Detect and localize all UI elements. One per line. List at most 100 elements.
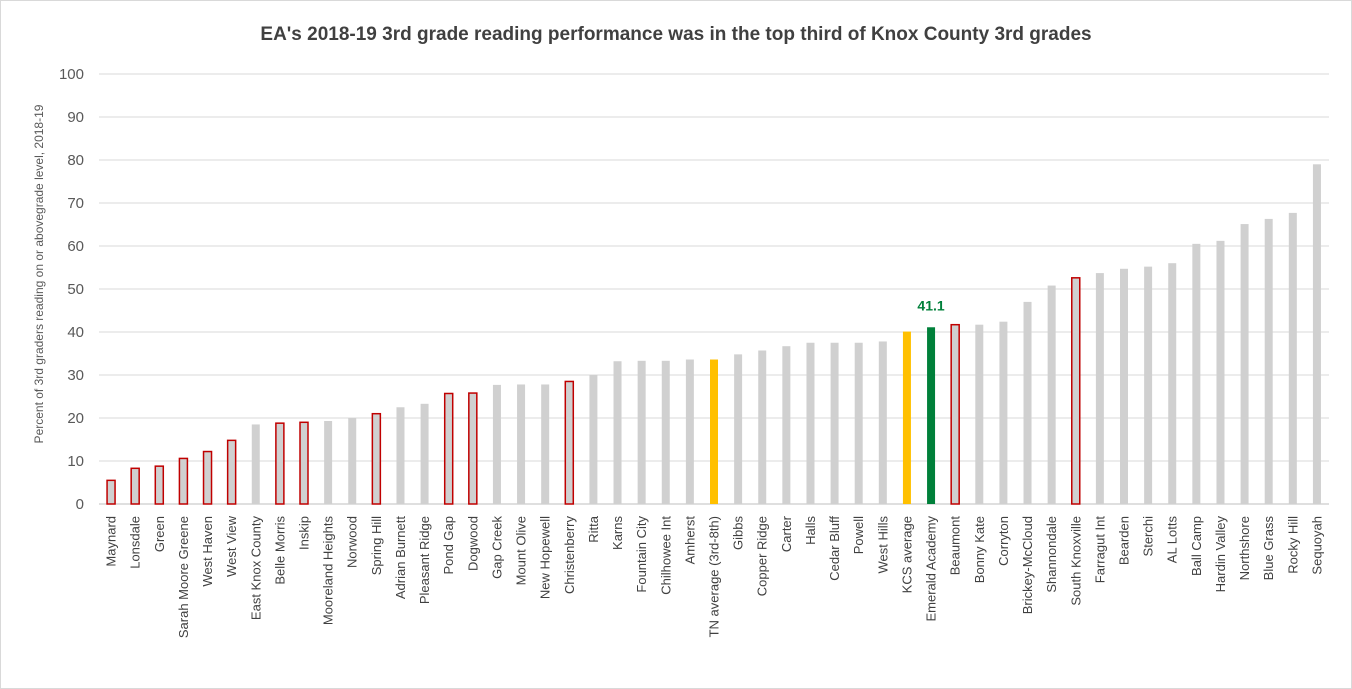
x-tick-label: Farragut Int [1092, 516, 1107, 584]
bar-lonsdale [130, 467, 140, 505]
y-axis-title: Percent of 3rd graders reading on or abo… [32, 104, 46, 443]
bar-cedar-bluff [830, 342, 839, 504]
x-tick-label: West Haven [200, 516, 215, 587]
x-tick-label: West View [224, 515, 239, 577]
bar-green [154, 465, 165, 505]
bar-christenberry [564, 380, 575, 505]
x-tick-label: Chilhowee Int [658, 516, 673, 595]
bar-karns [613, 361, 622, 504]
x-tick-label: Rocky Hill [1285, 516, 1300, 574]
bar-west-haven [202, 450, 213, 505]
data-label: 41.1 [917, 297, 944, 313]
x-tick-label: Belle Morris [272, 516, 287, 585]
x-tick-label: Lonsdale [128, 516, 143, 569]
bar-chilhowee-int [661, 360, 670, 504]
bar-northshore [1240, 224, 1249, 504]
x-tick-label: Carter [779, 515, 794, 552]
x-tick-label: Sarah Moore Greene [176, 516, 191, 638]
x-tick-label: Dogwood [465, 516, 480, 571]
bars [106, 164, 1321, 505]
bar-blue-grass [1264, 218, 1273, 504]
bar-hardin-valley [1216, 240, 1225, 504]
bar-west-hills [878, 341, 887, 504]
x-tick-label: Mooreland Heights [321, 516, 336, 626]
x-tick-label: Maynard [104, 516, 119, 567]
bar-bonny-kate [975, 324, 984, 504]
y-tick-label: 100 [59, 66, 84, 83]
bar-norwood [348, 418, 357, 504]
x-tick-label: Norwood [345, 516, 360, 568]
bar-inskip [299, 421, 309, 505]
x-tick-label: Pond Gap [441, 516, 456, 575]
y-tick-label: 0 [76, 496, 84, 513]
bar-spring-hill [371, 412, 382, 505]
x-tick-label: Powell [851, 516, 866, 554]
bar-adrian-burnett [396, 407, 405, 504]
bar-halls [806, 342, 815, 504]
x-tick-label: Halls [803, 516, 818, 545]
y-tick-label: 40 [67, 324, 84, 341]
bar-sterchi [1144, 266, 1153, 504]
x-tick-label: Brickey-McCloud [1020, 516, 1035, 614]
x-tick-label: Ball Camp [1189, 516, 1204, 576]
data-labels: 41.1 [917, 297, 944, 313]
bar-belle-morris [275, 422, 285, 505]
bar-maynard [106, 479, 116, 505]
y-axis-ticks: 0 10 20 30 40 50 60 70 80 90 100 [59, 66, 84, 513]
y-tick-label: 10 [67, 453, 84, 470]
x-tick-label: Bonny Kate [972, 516, 987, 583]
x-tick-label: Spring Hill [369, 516, 384, 575]
x-tick-label: Blue Grass [1261, 516, 1276, 581]
bar-sequoyah [1312, 164, 1321, 505]
bar-kcs-average [902, 331, 911, 504]
bar-east-knox-county [251, 424, 260, 504]
bar-gibbs [734, 354, 743, 504]
bar-carter [782, 346, 791, 504]
bar-tn-average-3rd-8th [710, 359, 718, 504]
x-tick-label: Gibbs [731, 516, 746, 550]
bar-corryton [999, 321, 1008, 504]
x-tick-label: Inskip [297, 516, 312, 550]
x-tick-label: Green [152, 516, 167, 552]
x-tick-label: Christenberry [562, 516, 577, 595]
x-tick-label: AL Lotts [1165, 516, 1180, 564]
bar-fountain-city [637, 360, 646, 504]
y-tick-label: 30 [67, 367, 84, 384]
x-tick-label: Shannondale [1044, 516, 1059, 593]
bar-rocky-hill [1288, 212, 1297, 504]
x-tick-label: Sequoyah [1309, 516, 1324, 575]
y-tick-label: 20 [67, 410, 84, 427]
x-tick-label: Karns [610, 516, 625, 550]
x-tick-label: TN average (3rd-8th) [707, 516, 722, 637]
x-tick-label: Northshore [1237, 516, 1252, 580]
x-tick-label: Fountain City [634, 516, 649, 593]
x-tick-label: Bearden [1117, 516, 1132, 565]
bar-emerald-academy [927, 327, 936, 504]
bar-beaumont [950, 323, 960, 505]
bar-new-hopewell [541, 384, 550, 504]
x-tick-label: Mount Olive [514, 516, 529, 585]
bar-al-lotts [1168, 263, 1177, 504]
chart-title: EA's 2018-19 3rd grade reading performan… [260, 24, 1091, 45]
x-tick-label: New Hopewell [538, 516, 553, 599]
x-tick-label: Hardin Valley [1213, 516, 1228, 593]
y-tick-label: 80 [67, 152, 84, 169]
bar-sarah-moore-greene [178, 457, 189, 505]
y-tick-label: 70 [67, 195, 84, 212]
bar-amherst [685, 359, 694, 504]
x-tick-label: KCS average [899, 516, 914, 593]
x-tick-label: Copper Ridge [755, 516, 770, 596]
bar-mount-olive [517, 384, 526, 504]
x-tick-label: Emerald Academy [924, 516, 939, 622]
bar-south-knoxville [1071, 277, 1081, 505]
bar-copper-ridge [758, 350, 767, 504]
y-tick-label: 50 [67, 281, 84, 298]
x-tick-label: Ritta [586, 515, 601, 543]
bar-ritta [589, 375, 598, 504]
bar-powell [854, 342, 863, 504]
x-tick-label: South Knoxville [1068, 516, 1083, 606]
x-tick-label: Pleasant Ridge [417, 516, 432, 604]
bar-gap-creek [492, 384, 501, 504]
y-tick-label: 90 [67, 109, 84, 126]
